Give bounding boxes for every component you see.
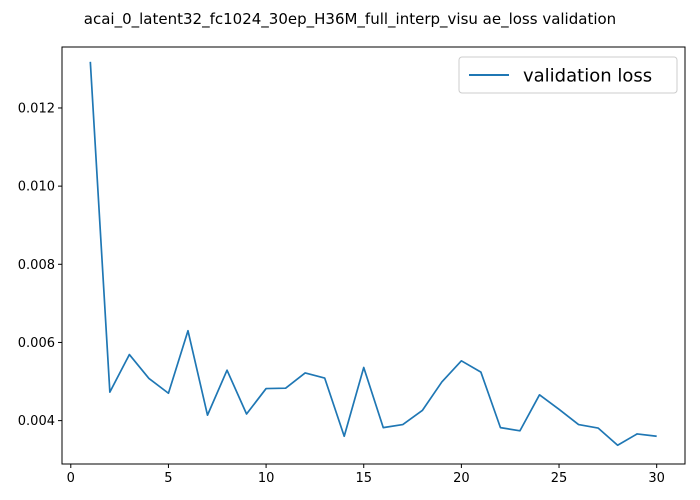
axes xyxy=(61,46,686,465)
data-point xyxy=(304,372,306,374)
ticks: 0 5 10 15 20 25 30 0.004 0.006 0.008 0.010 0.012 xyxy=(18,101,665,486)
y-tick-label: 0.006 xyxy=(18,336,55,351)
plot-frame xyxy=(61,46,686,465)
data-point xyxy=(245,413,247,415)
x-tick-label: 15 xyxy=(355,471,372,486)
data-point xyxy=(109,391,111,393)
legend-label-validation-loss: validation loss xyxy=(523,66,652,87)
data-point xyxy=(284,387,286,389)
data-point xyxy=(538,394,540,396)
y-tick-label: 0.010 xyxy=(18,180,55,195)
data-point xyxy=(206,414,208,416)
data-point xyxy=(323,377,325,379)
data-point xyxy=(655,435,657,437)
series xyxy=(89,61,657,447)
data-point xyxy=(460,360,462,362)
data-point xyxy=(480,371,482,373)
y-tick-label: 0.012 xyxy=(18,101,55,116)
data-point xyxy=(441,381,443,383)
x-tick-label: 30 xyxy=(648,471,665,486)
data-point xyxy=(363,366,365,368)
data-point xyxy=(187,330,189,332)
x-tick-label: 5 xyxy=(164,471,172,486)
x-tick-label: 25 xyxy=(551,471,568,486)
data-point xyxy=(421,409,423,411)
chart-title: acai_0_latent32_fc1024_30ep_H36M_full_in… xyxy=(84,10,616,29)
data-point xyxy=(226,369,228,371)
legend-box xyxy=(458,56,678,94)
legend: validation loss xyxy=(458,56,678,94)
data-point xyxy=(382,426,384,428)
x-tick-label: 10 xyxy=(258,471,275,486)
y-tick-label: 0.008 xyxy=(18,258,55,273)
data-point xyxy=(128,353,130,355)
x-tick-label: 0 xyxy=(67,471,75,486)
data-point xyxy=(519,430,521,432)
data-point xyxy=(89,61,91,63)
data-point xyxy=(558,408,560,410)
data-point xyxy=(402,423,404,425)
data-point xyxy=(636,433,638,435)
x-tick-label: 20 xyxy=(453,471,470,486)
data-point xyxy=(265,387,267,389)
y-tick-label: 0.004 xyxy=(18,414,55,429)
data-point xyxy=(616,444,618,446)
data-point xyxy=(499,426,501,428)
series-line xyxy=(89,61,657,447)
data-point xyxy=(597,427,599,429)
data-point xyxy=(148,377,150,379)
data-point xyxy=(167,392,169,394)
data-point xyxy=(343,435,345,437)
data-point xyxy=(577,423,579,425)
